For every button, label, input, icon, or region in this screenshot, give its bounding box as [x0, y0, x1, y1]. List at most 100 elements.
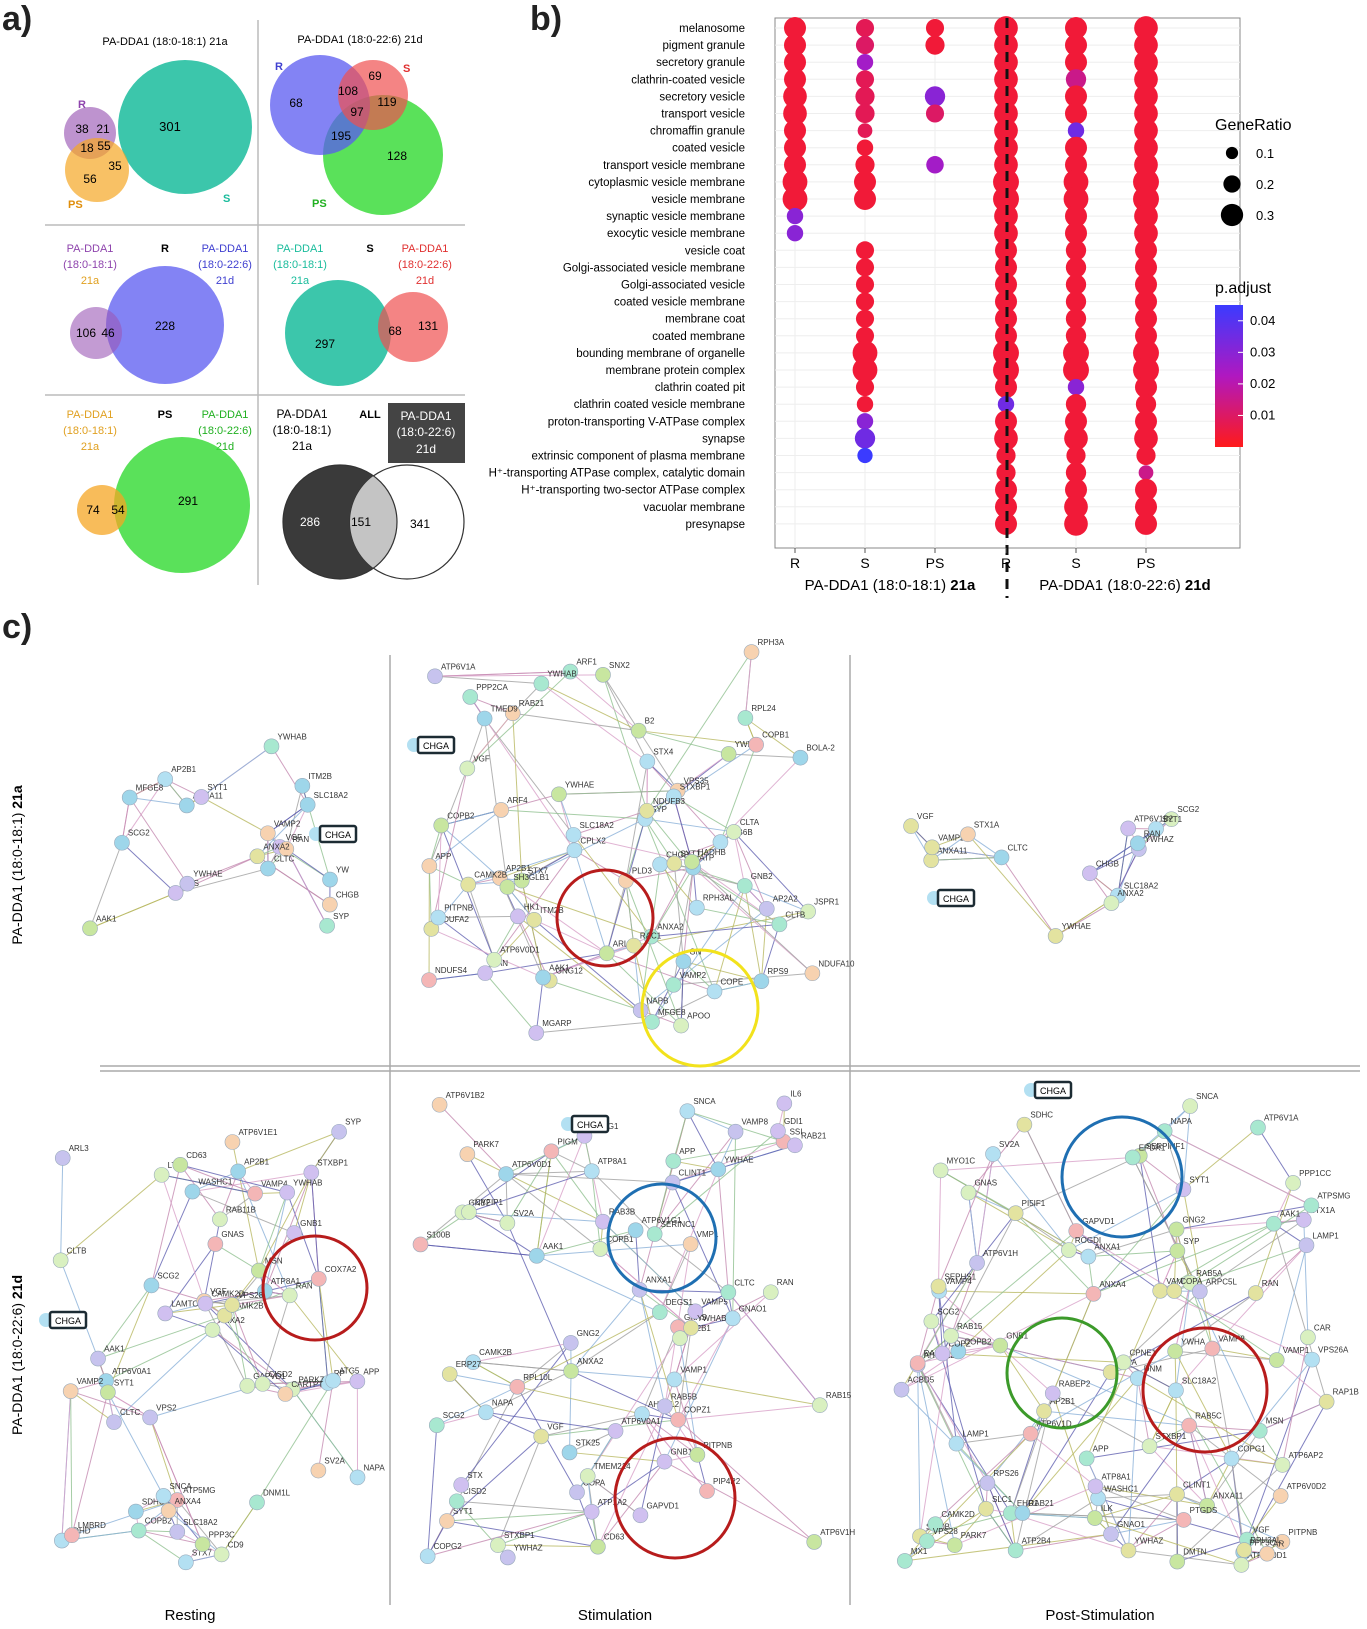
network-node [322, 871, 338, 888]
network-node [510, 908, 526, 925]
network-node [431, 1096, 448, 1113]
network-node-label: CLTC [734, 1278, 755, 1287]
svg-text:S: S [366, 243, 373, 255]
svg-text:(18:0-22:6): (18:0-22:6) [398, 259, 452, 271]
network-node-label: APOO [687, 1012, 710, 1021]
network-node-label: SYP [1183, 1237, 1199, 1246]
network-node-label: GNB1 [1006, 1332, 1028, 1341]
network-node-label: AR [1273, 1540, 1284, 1549]
dot [994, 221, 1018, 246]
svg-text:PA-DDA1: PA-DDA1 [276, 407, 327, 421]
network-node-label: SERPINF1 [1146, 1142, 1186, 1151]
venn1-n-sps: 35 [108, 159, 122, 173]
network-node-label: COPZ1 [684, 1406, 711, 1415]
network-node-label: ANXA4 [1099, 1280, 1126, 1289]
network-node [630, 722, 647, 739]
network-node-label: PARK7 [299, 1375, 325, 1384]
network-node-label: DNM1L [263, 1488, 291, 1497]
dot [1134, 50, 1158, 75]
svg-text:ALL: ALL [359, 409, 381, 421]
network-node [1130, 835, 1146, 852]
network-node [1103, 895, 1120, 911]
dot [1065, 17, 1087, 39]
network-node-label: SNX2 [609, 661, 630, 670]
cluster-circle-d-stim-atpase [613, 1436, 737, 1560]
dot [855, 275, 875, 294]
dot [852, 357, 878, 383]
network-node-label: ATP6V1H [820, 1528, 855, 1537]
dot [1065, 34, 1087, 57]
network-node-label: GNB1 [670, 1448, 692, 1457]
network-node [52, 1252, 69, 1269]
venn6-n-a: 286 [300, 515, 320, 529]
dot [1067, 122, 1085, 139]
network-node [639, 753, 656, 770]
row-label: H⁺-transporting ATPase complex, catalyti… [489, 468, 745, 480]
network-node [673, 1017, 689, 1034]
network-node-label: CLTA [740, 818, 760, 827]
dot [1065, 51, 1087, 74]
network-node [303, 1164, 320, 1181]
dot [1065, 274, 1087, 295]
dot [1135, 307, 1157, 330]
network-node [193, 789, 210, 805]
legend-size-dot [1223, 175, 1241, 193]
row-label: clathrin-coated vesicle [631, 74, 745, 86]
venn1-n-rps: 18 [80, 141, 94, 155]
legend-size: 0.1 0.2 0.3 [1220, 146, 1274, 227]
network-node-label: GNG12 [556, 967, 584, 976]
dot [1065, 257, 1087, 278]
network-node-label: ATP6V0D1 [512, 1160, 552, 1169]
network-node [465, 1354, 481, 1370]
network-node [927, 1516, 944, 1532]
svg-text:PA-DDA1: PA-DDA1 [277, 243, 324, 255]
network-node-label: TMEM214 [594, 1462, 631, 1471]
network-node [943, 1327, 959, 1344]
chga-box: CHGA [1024, 1080, 1073, 1100]
network-node-label: COPB1 [762, 731, 790, 740]
venn3-circle-21d [106, 266, 224, 384]
row-label: secretory granule [656, 57, 745, 69]
network-node-label: COPB2 [447, 811, 475, 820]
network-node-label: CD63 [186, 1151, 207, 1160]
network-node [160, 1502, 177, 1519]
network-node-label: CAMK2B [479, 1348, 512, 1357]
venn2-title: PA-DDA1 (18:0-22:6) 21d [297, 34, 422, 46]
network-node [462, 689, 479, 705]
dot [1065, 325, 1087, 346]
chga-label: CHGA [423, 741, 449, 751]
network-node-label: RAN [1144, 829, 1161, 838]
network-node [281, 1287, 298, 1304]
dot [786, 207, 804, 225]
dot [1063, 169, 1089, 195]
network-node [1192, 1283, 1208, 1300]
network-node-label: RAB11B [226, 1205, 256, 1214]
network-node-label: PPP3CA [1249, 1538, 1281, 1547]
venn2-n-r: 68 [289, 96, 303, 110]
network-node [1022, 1425, 1039, 1442]
network-node-label: RAB5B [671, 1392, 697, 1401]
network-node [583, 1163, 600, 1179]
network-node-label: ANXA1 [1094, 1243, 1121, 1252]
network-node [720, 1284, 737, 1301]
network-node-label: PPP2CA [476, 683, 508, 692]
network-node [923, 1313, 940, 1330]
network-node [153, 1167, 170, 1183]
network-node-label: SCG2 [157, 1271, 179, 1280]
network-node-label: MX1 [911, 1547, 928, 1556]
dot [1065, 308, 1087, 329]
venn1-circle-ps [65, 138, 129, 202]
dot [995, 290, 1017, 313]
network-node-label: LAMP1 [962, 1430, 989, 1439]
network-node-label: COPA [1180, 1277, 1203, 1286]
network-node-label: SYT1 [207, 783, 228, 792]
svg-text:(18:0-18:1): (18:0-18:1) [63, 259, 117, 271]
network-node-label: TMED9 [491, 704, 519, 713]
panel-label-a: a) [2, 0, 33, 38]
network-node-label: STX4 [653, 748, 674, 757]
legend-size-title: GeneRatio [1215, 117, 1292, 134]
venn1-n-ps: 56 [83, 172, 97, 186]
network-node [1156, 1123, 1173, 1139]
network-node [128, 1503, 144, 1520]
dot [993, 357, 1019, 383]
